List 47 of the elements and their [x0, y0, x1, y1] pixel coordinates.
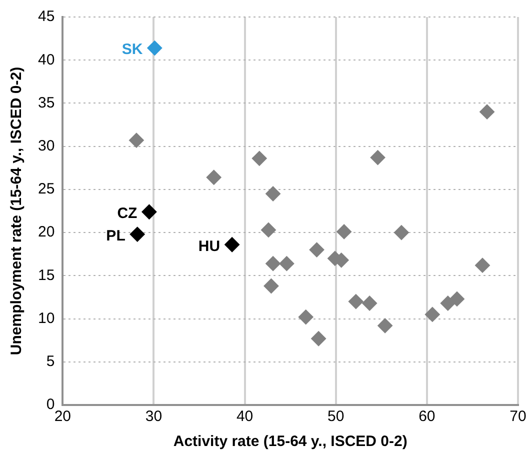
point — [224, 237, 240, 252]
point — [252, 150, 267, 166]
point — [260, 222, 276, 238]
x-tick-label: 30 — [145, 408, 162, 426]
point — [474, 258, 490, 273]
y-tick-label: 30 — [38, 137, 55, 154]
point — [309, 242, 324, 258]
y-tick-label: 5 — [46, 353, 55, 370]
point — [440, 296, 456, 311]
annotation: CZ — [117, 205, 138, 222]
point — [266, 186, 281, 202]
point — [362, 296, 378, 311]
point — [480, 104, 495, 120]
y-tick-label: 15 — [38, 266, 55, 284]
y-tick-label: 0 — [46, 396, 55, 414]
point — [130, 226, 145, 242]
y-tick-label: 40 — [38, 51, 55, 68]
y-tick-label: 45 — [38, 8, 55, 26]
point — [449, 291, 464, 306]
x-tick-label: 40 — [236, 408, 254, 426]
y-axis-title: Unemployment rate (15-64 y., ISCED 0-2) — [8, 66, 26, 356]
y-tick-label: 25 — [38, 180, 55, 198]
point — [142, 204, 157, 220]
y-tick-label: 35 — [38, 94, 55, 112]
point — [348, 294, 364, 310]
y-tick-label: 10 — [38, 310, 55, 327]
x-tick-label: 70 — [510, 408, 526, 426]
point — [128, 132, 144, 148]
point — [378, 318, 393, 334]
point — [147, 40, 162, 56]
annotation: PL — [106, 227, 126, 244]
y-tick-label: 20 — [38, 224, 55, 241]
x-tick-label: 60 — [418, 408, 436, 426]
point — [424, 306, 440, 322]
point — [298, 310, 314, 325]
point — [394, 225, 409, 240]
point — [279, 256, 294, 272]
point — [336, 224, 352, 240]
point — [311, 331, 326, 346]
x-tick-label: 50 — [328, 408, 344, 426]
point — [370, 150, 386, 166]
x-axis-title: Activity rate (15-64 y., ISCED 0-2) — [173, 433, 408, 450]
annotation: SK — [122, 41, 143, 58]
point — [266, 256, 281, 272]
annotation: HU — [198, 238, 220, 255]
point — [206, 170, 222, 185]
point — [264, 278, 279, 294]
